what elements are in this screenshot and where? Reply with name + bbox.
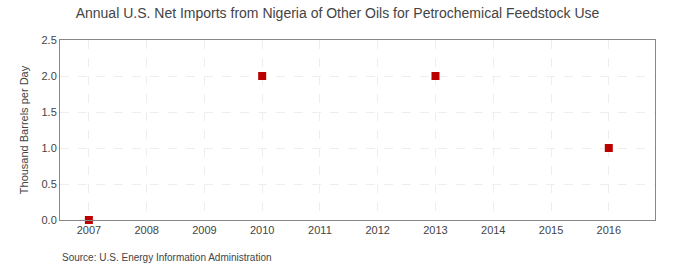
- svg-text:Source: U.S. Energy Informatio: Source: U.S. Energy Information Administ…: [62, 252, 272, 263]
- svg-text:2012: 2012: [365, 224, 389, 236]
- svg-text:2007: 2007: [77, 224, 101, 236]
- svg-text:1.0: 1.0: [42, 142, 57, 154]
- svg-text:2010: 2010: [250, 224, 274, 236]
- svg-text:2015: 2015: [539, 224, 563, 236]
- svg-text:2011: 2011: [308, 224, 332, 236]
- svg-text:2013: 2013: [423, 224, 447, 236]
- svg-text:Annual U.S. Net Imports from N: Annual U.S. Net Imports from Nigeria of …: [76, 5, 600, 21]
- svg-text:2.0: 2.0: [42, 70, 57, 82]
- svg-text:2009: 2009: [192, 224, 216, 236]
- svg-text:Thousand Barrels per Day: Thousand Barrels per Day: [18, 65, 30, 194]
- svg-text:2014: 2014: [481, 224, 505, 236]
- svg-text:2.5: 2.5: [42, 34, 57, 46]
- svg-text:0.0: 0.0: [42, 214, 57, 226]
- svg-text:2008: 2008: [134, 224, 158, 236]
- svg-text:2016: 2016: [597, 224, 621, 236]
- svg-text:1.5: 1.5: [42, 106, 57, 118]
- svg-text:0.5: 0.5: [42, 178, 57, 190]
